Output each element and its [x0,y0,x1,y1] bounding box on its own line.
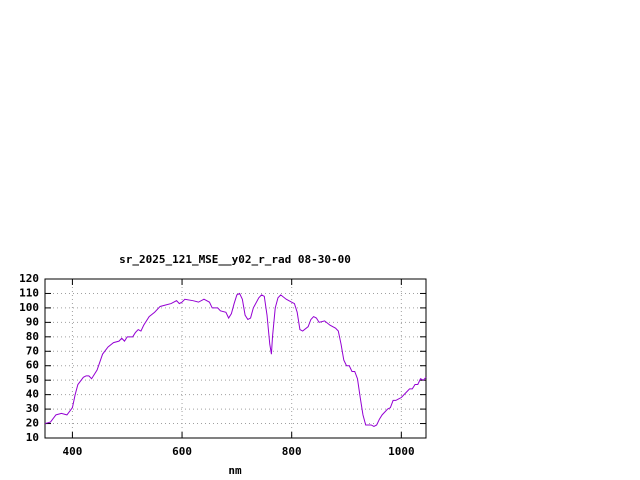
x-tick-label: 800 [282,445,302,458]
y-tick-label: 100 [19,301,39,314]
x-tick-label: 1000 [388,445,415,458]
chart-title: sr_2025_121_MSE__y02_r_rad 08-30-00 [119,253,351,266]
y-tick-label: 60 [26,359,39,372]
x-axis-label: nm [228,464,242,477]
y-tick-label: 120 [19,272,39,285]
y-tick-label: 90 [26,315,39,328]
y-tick-label: 20 [26,417,39,430]
x-tick-label: 600 [172,445,192,458]
y-tick-label: 30 [26,402,39,415]
x-tick-label: 400 [62,445,82,458]
y-tick-label: 10 [26,431,39,444]
y-tick-label: 80 [26,330,39,343]
plot-border [44,278,427,439]
data-line [44,292,427,428]
y-tick-label: 50 [26,373,39,386]
y-tick-label: 70 [26,344,39,357]
y-tick-label: 110 [19,286,39,299]
y-tick-label: 40 [26,388,39,401]
